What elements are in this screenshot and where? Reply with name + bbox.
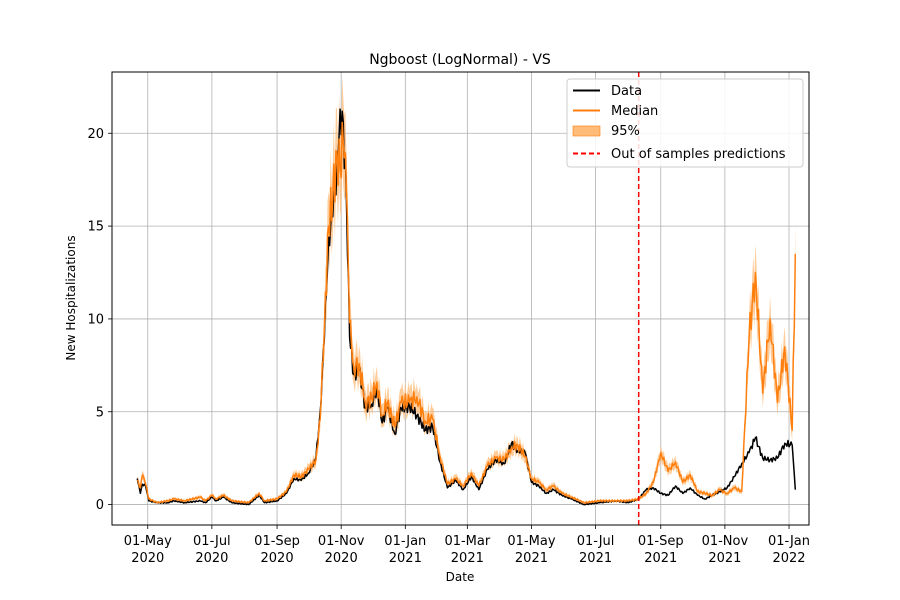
legend-band-label: 95% [611, 124, 640, 139]
data-series-line [136, 108, 797, 506]
y-axis-ticks: 0 5 10 15 20 [87, 127, 112, 513]
x-tick-label: 01-Jul [577, 534, 615, 549]
x-tick-label-year: 2020 [131, 551, 164, 566]
plot-frame [111, 71, 810, 526]
y-tick-label: 20 [87, 127, 104, 142]
x-tick-label-year: 2021 [579, 551, 612, 566]
x-axis-ticks: 01-May 2020 01-Jul 2020 01-Sep 2020 01-Nov 2020… [124, 525, 810, 566]
y-tick-label: 5 [96, 405, 104, 420]
x-tick-label-year: 2021 [644, 551, 677, 566]
median-series-line [136, 121, 797, 504]
x-tick-label: 01-Mar [444, 534, 490, 549]
y-tick-label: 10 [87, 312, 104, 327]
legend-median-label: Median [611, 104, 658, 119]
x-tick-label: 01-May [124, 534, 172, 549]
y-tick-label: 15 [87, 220, 104, 235]
x-tick-label-year: 2020 [261, 551, 294, 566]
x-tick-label-year: 2021 [451, 551, 484, 566]
x-axis-label: Date [446, 570, 475, 584]
x-tick-label: 01-Jan [384, 534, 426, 549]
x-tick-label-year: 2021 [389, 551, 422, 566]
x-tick-label: 01-Sep [638, 534, 684, 549]
x-tick-label-year: 2020 [325, 551, 358, 566]
chart-title: Ngboost (LogNormal) - VS [369, 52, 551, 68]
y-axis-label: New Hospitalizations [64, 235, 78, 360]
legend-data-label: Data [611, 84, 642, 99]
legend-box [566, 78, 804, 168]
y-tick-label: 0 [96, 498, 104, 513]
x-tick-label-year: 2020 [195, 551, 228, 566]
x-tick-label-year: 2022 [772, 551, 805, 566]
series-lines [136, 108, 797, 506]
x-tick-label: 01-Nov [318, 534, 365, 549]
x-tick-label: 01-Nov [702, 534, 749, 549]
x-tick-label: 01-Jan [768, 534, 810, 549]
legend-band-swatch [572, 125, 601, 137]
x-tick-label: 01-Jul [193, 534, 231, 549]
x-tick-label: 01-Sep [254, 534, 300, 549]
x-tick-label-year: 2021 [515, 551, 548, 566]
legend: Data Median 95% Out of samples predictio… [566, 78, 804, 168]
x-tick-label: 01-May [507, 534, 555, 549]
legend-split-label: Out of samples predictions [611, 147, 786, 162]
x-tick-label-year: 2021 [708, 551, 741, 566]
